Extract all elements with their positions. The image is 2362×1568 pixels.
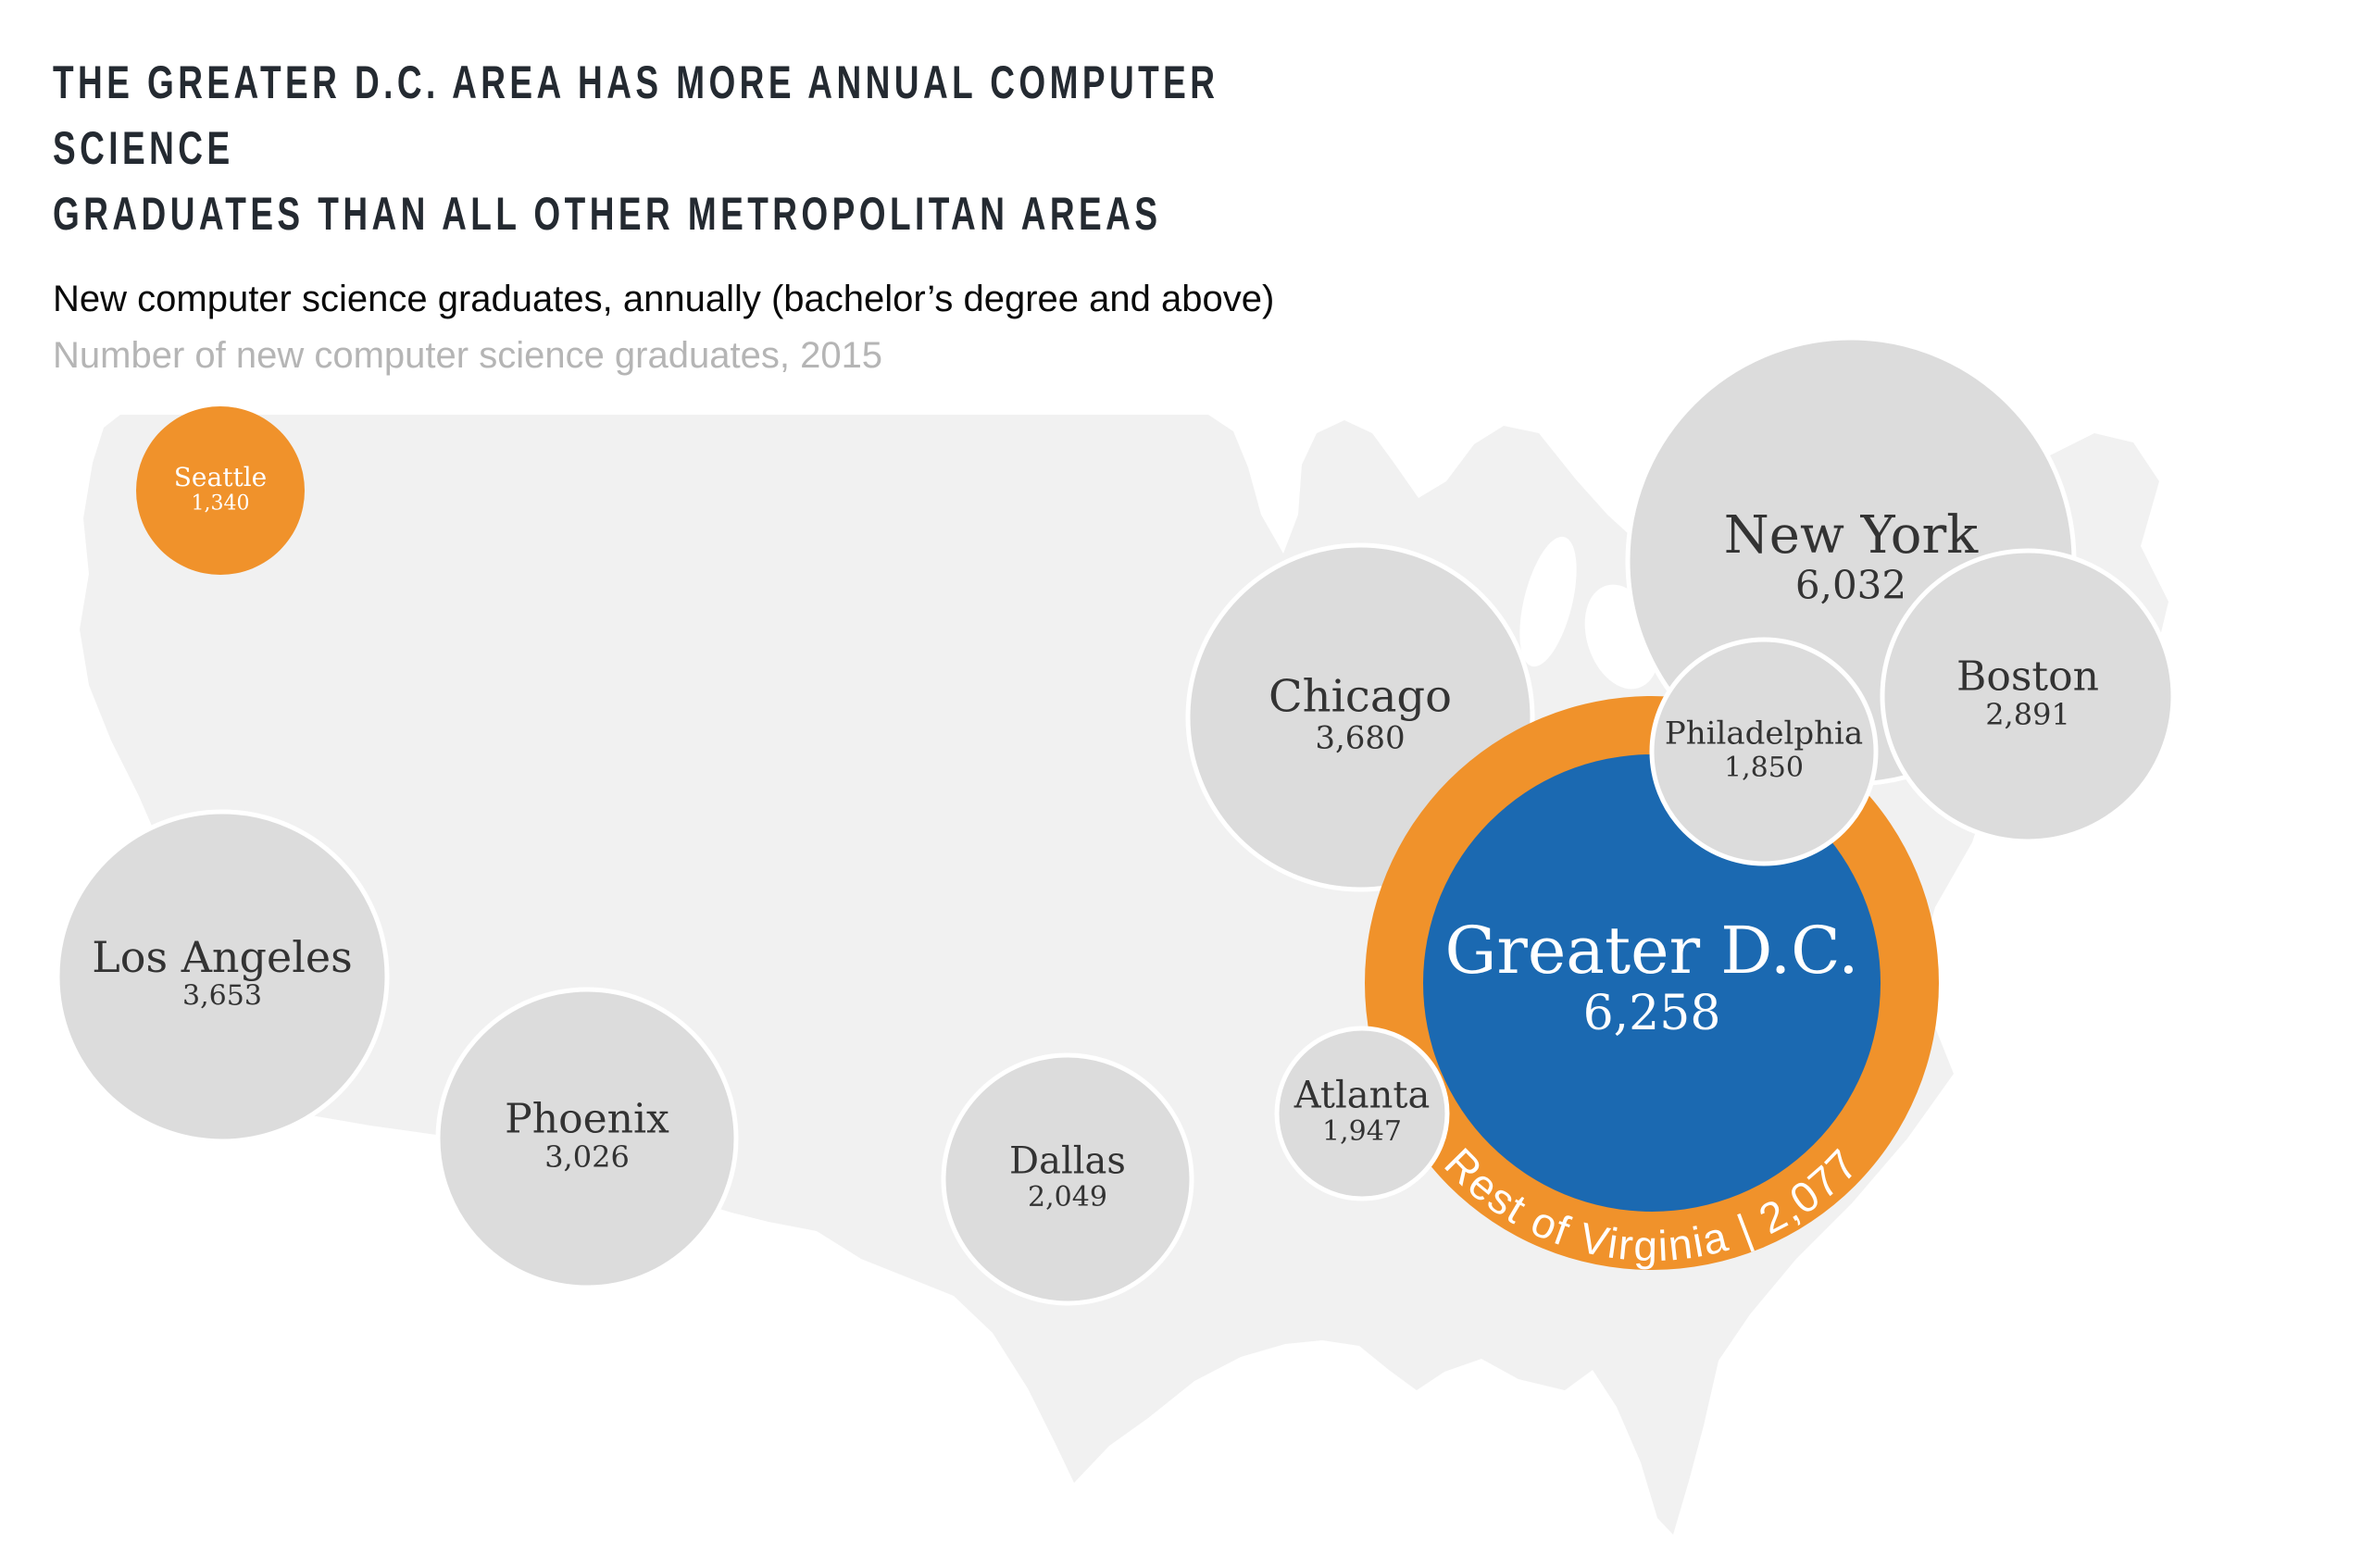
bubble-layer: New York6,032Chicago3,680Boston2,891Grea…: [55, 335, 2176, 1306]
page-title: THE GREATER D.C. AREA HAS MORE ANNUAL CO…: [53, 56, 1219, 240]
bubble-value-seattle: 1,340: [192, 492, 250, 516]
bubble-circle-greater-d-c: [1423, 754, 1881, 1212]
chart-header: THE GREATER D.C. AREA HAS MORE ANNUAL CO…: [53, 50, 1886, 377]
bubble-value-philadelphia: 1,850: [1724, 752, 1804, 784]
bubble-value-phoenix: 3,026: [544, 1139, 630, 1175]
bubble-value-chicago: 3,680: [1315, 719, 1405, 756]
bubble-circle-boston: [1880, 548, 2176, 844]
bubble-label-phoenix: Phoenix: [505, 1095, 669, 1142]
bubble-label-new-york: New York: [1724, 505, 1979, 566]
lake-michigan-shape: [1519, 536, 1577, 667]
bubble-label-boston: Boston: [1956, 653, 2099, 700]
bubble-circle-philadelphia: [1649, 637, 1879, 866]
bubble-label-philadelphia: Philadelphia: [1665, 716, 1863, 753]
bubble-label-seattle: Seattle: [174, 462, 267, 492]
bubble-label-dallas: Dallas: [1009, 1139, 1126, 1182]
bubble-value-new-york: 6,032: [1795, 562, 1906, 607]
bubble-circle-dallas: [941, 1052, 1194, 1306]
bubble-label-greater-d-c: Greater D.C.: [1444, 913, 1858, 989]
bubble-value-los-angeles: 3,653: [182, 980, 262, 1013]
bubble-circle-atlanta: [1274, 1026, 1450, 1201]
bubble-circle-los-angeles: [55, 809, 390, 1144]
bubble-value-atlanta: 1,947: [1322, 1115, 1402, 1148]
bubble-value-greater-d-c: 6,258: [1583, 986, 1721, 1041]
chart-subtitle: New computer science graduates, annually…: [53, 279, 1275, 319]
bubble-label-los-angeles: Los Angeles: [92, 932, 353, 982]
bubble-label-chicago: Chicago: [1268, 670, 1452, 722]
bubble-value-dallas: 2,049: [1028, 1181, 1107, 1213]
bubble-label-atlanta: Atlanta: [1293, 1074, 1431, 1116]
chart-caption: Number of new computer science graduates…: [53, 335, 883, 376]
bubble-value-boston: 2,891: [1985, 697, 2070, 732]
bubble-circle-phoenix: [435, 987, 739, 1290]
bubble-circle-seattle: [136, 406, 305, 575]
